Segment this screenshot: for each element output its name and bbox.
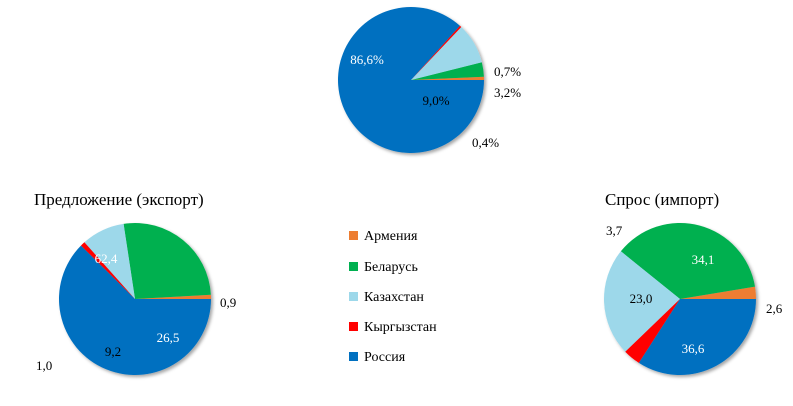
slice-armenia <box>135 294 212 299</box>
slice-label-kyrgyzstan: 3,7 <box>606 223 623 238</box>
legend-item-kazakhstan: Казахстан <box>349 290 424 305</box>
slice-label-russia: 86,6% <box>350 52 384 67</box>
legend-label-kyrgyzstan: Кыргызстан <box>364 320 437 335</box>
pie-total <box>338 7 484 154</box>
legend-label-kazakhstan: Казахстан <box>364 290 424 305</box>
legend-label-armenia: Армения <box>364 229 418 244</box>
slice-label-belarus: 36,6 <box>682 341 705 356</box>
slice-label-russia: 62,4 <box>95 251 118 266</box>
slice-label-armenia: 2,6 <box>766 301 783 316</box>
legend-label-belarus: Беларусь <box>364 260 418 275</box>
legend: Армения Беларусь Казахстан Кыргызстан Ро… <box>349 229 437 365</box>
slice-belarus <box>620 223 755 299</box>
slice-russia <box>638 299 756 376</box>
legend-item-armenia: Армения <box>349 229 418 244</box>
slice-label-belarus: 26,5 <box>157 330 180 345</box>
legend-item-belarus: Беларусь <box>349 260 418 275</box>
slice-label-kazakhstan: 9,2 <box>105 344 121 359</box>
legend-swatch-belarus <box>349 262 358 271</box>
slice-armenia <box>680 286 756 299</box>
slice-kazakhstan <box>84 223 135 299</box>
legend-item-kyrgyzstan: Кыргызстан <box>349 320 437 335</box>
legend-label-russia: Россия <box>364 350 406 365</box>
legend-swatch-armenia <box>349 231 358 240</box>
slice-labels: 0,7% 3,2% 9,0% 0,4% 86,6% 0,9 26,5 9,2 1,0 62,4 2,… <box>36 52 783 373</box>
slice-russia <box>59 245 212 375</box>
legend-item-russia: Россия <box>349 350 406 365</box>
legend-swatch-russia <box>349 352 358 361</box>
slice-label-armenia: 0,7% <box>494 64 521 79</box>
slice-label-kazakhstan: 23,0 <box>630 291 653 306</box>
slice-label-russia: 34,1 <box>692 252 715 267</box>
slice-kazakhstan <box>411 27 482 81</box>
slice-armenia <box>411 76 484 80</box>
slice-belarus <box>123 222 211 299</box>
slice-kyrgyzstan <box>411 25 462 81</box>
pie-export <box>59 222 212 375</box>
slice-label-kyrgyzstan: 0,4% <box>472 135 499 150</box>
slice-russia <box>338 7 484 154</box>
slice-label-armenia: 0,9 <box>220 295 236 310</box>
legend-swatch-kyrgyzstan <box>349 322 358 331</box>
legend-swatch-kazakhstan <box>349 292 358 301</box>
slice-label-kazakhstan: 9,0% <box>422 93 449 108</box>
slice-belarus <box>411 62 484 80</box>
slice-kazakhstan <box>604 251 680 352</box>
chart-title-export: Предложение (экспорт) <box>34 190 204 209</box>
slice-kyrgyzstan <box>625 299 680 363</box>
slice-label-kyrgyzstan: 1,0 <box>36 358 52 373</box>
slice-label-belarus: 3,2% <box>494 85 521 100</box>
chart-title-import: Спрос (импорт) <box>605 190 719 209</box>
pie-import <box>604 223 756 376</box>
slice-kyrgyzstan <box>80 242 135 299</box>
